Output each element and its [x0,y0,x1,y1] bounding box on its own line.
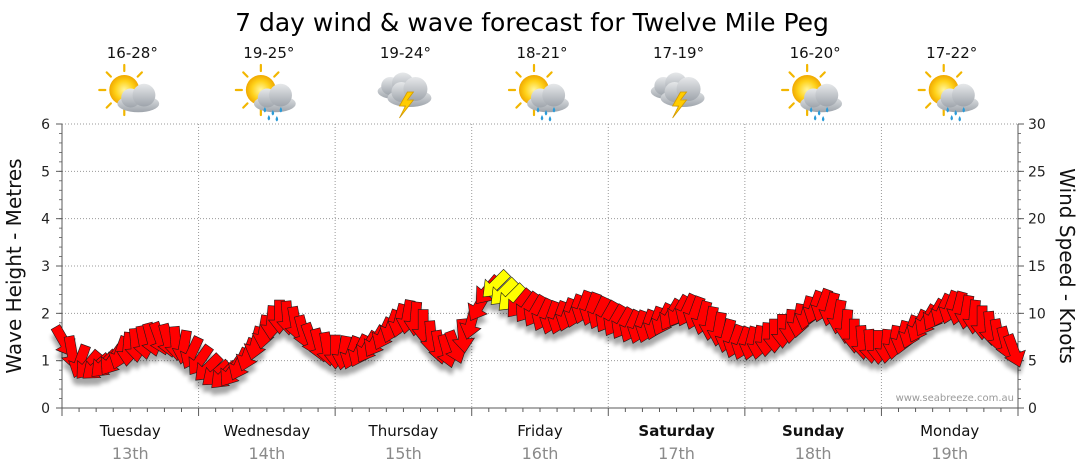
right-axis-ticks: 0 5 10 15 20 25 30 [1018,117,1046,417]
wind-arrow [1003,333,1026,368]
storm-cloud-icon [650,72,705,119]
wind-arrow [451,318,476,354]
day-temp-range: 18-21° [516,44,567,62]
left-tick-label: 1 [41,354,50,370]
day-date-label: 18th [795,444,832,463]
left-axis-ticks: 0 1 2 3 4 5 6 [41,117,62,417]
left-tick-label: 3 [41,259,50,275]
day-name-label: Tuesday [99,422,161,440]
bottom-axis-ticks [61,408,1019,416]
sun-cloud-rain-icon [917,63,979,122]
sun-cloud-rain-icon [507,63,569,122]
right-tick-label: 10 [1028,306,1046,322]
day-name-label: Thursday [368,422,439,440]
left-tick-label: 0 [41,401,50,417]
day-temp-range: 16-28° [107,44,158,62]
left-tick-label: 4 [41,212,50,228]
day-date-label: 19th [931,444,968,463]
day-name-label: Monday [920,422,979,440]
left-tick-label: 5 [41,164,50,180]
storm-cloud-icon [377,72,432,119]
sun-cloud-rain-icon [234,63,296,122]
day-date-label: 13th [112,444,149,463]
day-date-label: 14th [248,444,285,463]
day-labels: Tuesday 13th Wednesday 14th Thursday 15th Frid… [99,422,980,463]
right-tick-label: 5 [1028,354,1037,370]
day-headers: 16-28° 19-25° 19-24° 18-21° 17-19° 16-20° 17-2… [98,44,979,122]
day-date-label: 16th [522,444,559,463]
wind-arrow-series [50,268,1026,389]
left-tick-label: 6 [41,117,50,133]
vertical-gridlines [198,124,882,408]
chart-title: 7 day wind & wave forecast for Twelve Mi… [235,8,829,37]
left-tick-label: 2 [41,306,50,322]
day-temp-range: 19-24° [380,44,431,62]
day-temp-range: 19-25° [243,44,294,62]
credit-text: www.seabreeze.com.au [896,393,1014,404]
right-tick-label: 0 [1028,401,1037,417]
day-name-label: Saturday [638,422,715,440]
day-temp-range: 17-19° [653,44,704,62]
right-tick-label: 30 [1028,117,1046,133]
day-date-label: 17th [658,444,695,463]
right-axis-title: Wind Speed - Knots [1055,168,1079,364]
day-temp-range: 17-22° [926,44,977,62]
day-date-label: 15th [385,444,422,463]
day-temp-range: 16-20° [790,44,841,62]
day-name-label: Friday [517,422,563,440]
day-name-label: Wednesday [223,422,310,440]
sun-cloud-rain-icon [781,63,843,122]
partly-cloudy-icon [98,63,160,117]
day-name-label: Sunday [782,422,845,440]
right-tick-label: 25 [1028,164,1046,180]
right-tick-label: 20 [1028,212,1046,228]
right-tick-label: 15 [1028,259,1046,275]
left-axis-title: Wave Height - Metres [2,158,26,373]
